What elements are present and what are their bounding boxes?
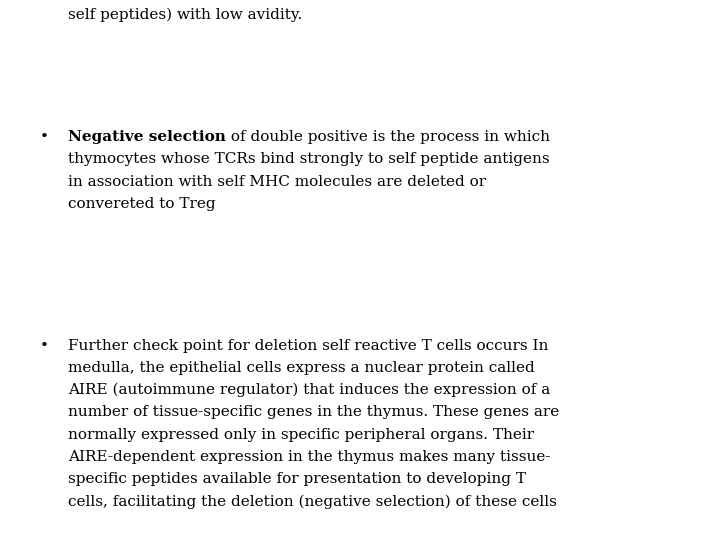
- Text: cells, facilitating the deletion (negative selection) of these cells: cells, facilitating the deletion (negati…: [68, 494, 557, 509]
- Text: convereted to Treg: convereted to Treg: [68, 197, 216, 211]
- Text: in association with self MHC molecules are deleted or: in association with self MHC molecules a…: [68, 175, 487, 188]
- Text: •: •: [40, 339, 48, 353]
- Text: self peptides) with low avidity.: self peptides) with low avidity.: [68, 8, 302, 23]
- Text: normally expressed only in specific peripheral organs. Their: normally expressed only in specific peri…: [68, 428, 534, 442]
- Text: thymocytes whose TCRs bind strongly to self peptide antigens: thymocytes whose TCRs bind strongly to s…: [68, 152, 550, 166]
- Text: specific peptides available for presentation to developing T: specific peptides available for presenta…: [68, 472, 526, 486]
- Text: Negative selection: Negative selection: [68, 130, 226, 144]
- Text: Further check point for deletion self reactive T cells occurs In: Further check point for deletion self re…: [68, 339, 549, 353]
- Text: medulla, the epithelial cells express a nuclear protein called: medulla, the epithelial cells express a …: [68, 361, 535, 375]
- Text: AIRE-dependent expression in the thymus makes many tissue-: AIRE-dependent expression in the thymus …: [68, 450, 551, 464]
- Text: •: •: [40, 130, 48, 144]
- Text: of double positive is the process in which: of double positive is the process in whi…: [226, 130, 550, 144]
- Text: AIRE (autoimmune regulator) that induces the expression of a: AIRE (autoimmune regulator) that induces…: [68, 383, 551, 397]
- Text: number of tissue-specific genes in the thymus. These genes are: number of tissue-specific genes in the t…: [68, 406, 559, 419]
